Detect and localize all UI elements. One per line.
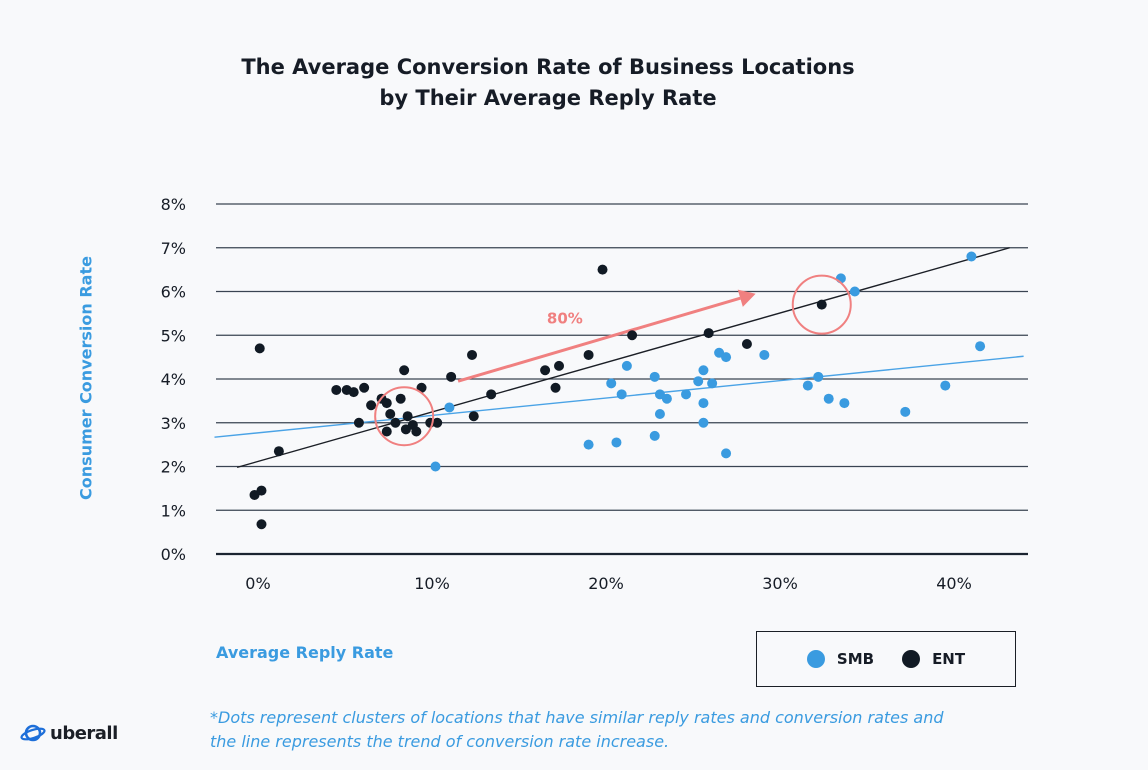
data-point-ent-20 — [411, 426, 422, 437]
chart-title: The Average Conversion Rate of Business … — [0, 52, 1096, 114]
chart-footnote: *Dots represent clusters of locations th… — [210, 708, 944, 751]
y-tick-label-6: 6% — [161, 283, 186, 302]
brand-logo: uberall — [20, 722, 118, 744]
uberall-logo-icon — [20, 724, 46, 742]
data-point-ent-33 — [597, 264, 608, 275]
y-tick-label-1: 1% — [161, 501, 186, 520]
chart-legend: SMB ENT — [756, 631, 1016, 687]
legend-swatch-smb — [806, 650, 825, 668]
data-point-smb-31 — [975, 341, 986, 352]
data-point-smb-2 — [583, 439, 594, 450]
data-point-ent-14 — [381, 426, 392, 437]
data-point-ent-36 — [741, 339, 752, 349]
y-tick-label-2: 2% — [161, 458, 186, 477]
data-point-smb-5 — [616, 389, 627, 400]
data-point-ent-30 — [550, 382, 561, 393]
data-point-smb-17 — [707, 378, 718, 389]
data-point-ent-3 — [254, 343, 265, 354]
data-point-ent-2 — [256, 519, 267, 530]
data-point-ent-4 — [273, 446, 284, 457]
data-point-ent-26 — [467, 349, 478, 360]
data-point-ent-31 — [554, 360, 565, 371]
data-point-ent-17 — [399, 365, 410, 376]
legend-swatch-ent — [902, 650, 921, 668]
y-tick-label-4: 4% — [161, 370, 186, 389]
data-point-smb-6 — [621, 360, 632, 371]
annotation-circle-1 — [791, 274, 852, 335]
data-point-ent-35 — [703, 328, 714, 339]
data-point-ent-34 — [627, 330, 638, 341]
data-point-smb-10 — [654, 409, 665, 419]
data-point-ent-32 — [583, 349, 594, 360]
data-point-smb-15 — [698, 398, 709, 409]
y-tick-label-8: 8% — [161, 195, 186, 214]
data-point-smb-29 — [940, 380, 951, 391]
legend-item-smb: SMB — [806, 650, 875, 668]
data-point-ent-15 — [390, 417, 401, 428]
chart-title-line-2: by Their Average Reply Rate — [379, 86, 717, 110]
data-point-smb-23 — [813, 371, 824, 382]
y-tick-label-0: 0% — [161, 545, 186, 564]
y-tick-label-5: 5% — [161, 326, 186, 345]
data-point-smb-13 — [693, 376, 704, 387]
data-point-smb-11 — [661, 393, 672, 404]
data-point-ent-1 — [256, 485, 267, 496]
y-axis-label: Consumer Conversion Rate — [76, 256, 96, 500]
data-point-smb-26 — [839, 398, 850, 409]
data-point-ent-37 — [816, 299, 827, 310]
data-point-ent-24 — [400, 424, 411, 435]
data-point-ent-9 — [353, 417, 364, 428]
data-point-smb-27 — [849, 286, 860, 297]
x-tick-label-20: 20% — [588, 574, 624, 593]
data-point-smb-20 — [721, 448, 732, 459]
data-point-smb-1 — [444, 402, 455, 413]
x-tick-label-0: 0% — [245, 574, 270, 593]
data-point-ent-13 — [385, 409, 396, 419]
data-point-ent-25 — [446, 371, 457, 382]
data-point-ent-10 — [366, 400, 377, 411]
annotation-arrow-shaft — [457, 296, 741, 383]
data-point-smb-28 — [900, 406, 911, 417]
x-tick-label-30: 30% — [762, 574, 798, 593]
y-tick-label-7: 7% — [161, 239, 186, 258]
legend-label-smb: SMB — [836, 650, 875, 668]
data-point-ent-23 — [432, 417, 443, 428]
data-point-ent-16 — [395, 393, 406, 404]
data-point-smb-21 — [759, 349, 770, 360]
data-point-ent-12 — [381, 398, 392, 409]
data-point-smb-12 — [681, 389, 692, 400]
data-point-smb-14 — [698, 365, 709, 376]
data-point-smb-19 — [721, 352, 732, 363]
data-point-smb-7 — [649, 371, 660, 382]
y-tick-label-3: 3% — [161, 414, 186, 433]
data-point-smb-0 — [430, 461, 441, 472]
data-point-smb-22 — [802, 380, 813, 391]
annotation-circle-0 — [374, 386, 435, 447]
x-axis-label: Average Reply Rate — [216, 643, 394, 662]
data-point-ent-8 — [359, 382, 370, 393]
data-point-smb-24 — [823, 393, 834, 404]
data-point-ent-7 — [348, 387, 359, 398]
logo-text: uberall — [50, 722, 118, 744]
data-point-smb-16 — [698, 417, 709, 428]
x-tick-label-10: 10% — [414, 574, 450, 593]
legend-label-ent: ENT — [932, 650, 966, 668]
data-point-ent-18 — [402, 411, 413, 422]
data-point-ent-29 — [540, 365, 551, 376]
annotation-arrow-head — [737, 289, 756, 307]
x-tick-label-40: 40% — [936, 574, 972, 593]
legend-item-ent: ENT — [902, 650, 965, 668]
data-point-ent-27 — [468, 411, 479, 422]
data-point-smb-30 — [966, 251, 977, 262]
trend-line-ent — [236, 247, 1010, 469]
chart-title-line-1: The Average Conversion Rate of Business … — [241, 55, 855, 79]
data-point-ent-5 — [331, 384, 342, 395]
data-point-smb-4 — [611, 437, 622, 448]
annotation-arrow-label: 80% — [547, 309, 583, 327]
data-point-smb-8 — [649, 430, 660, 441]
data-point-smb-3 — [606, 378, 617, 389]
data-point-ent-28 — [486, 389, 497, 400]
